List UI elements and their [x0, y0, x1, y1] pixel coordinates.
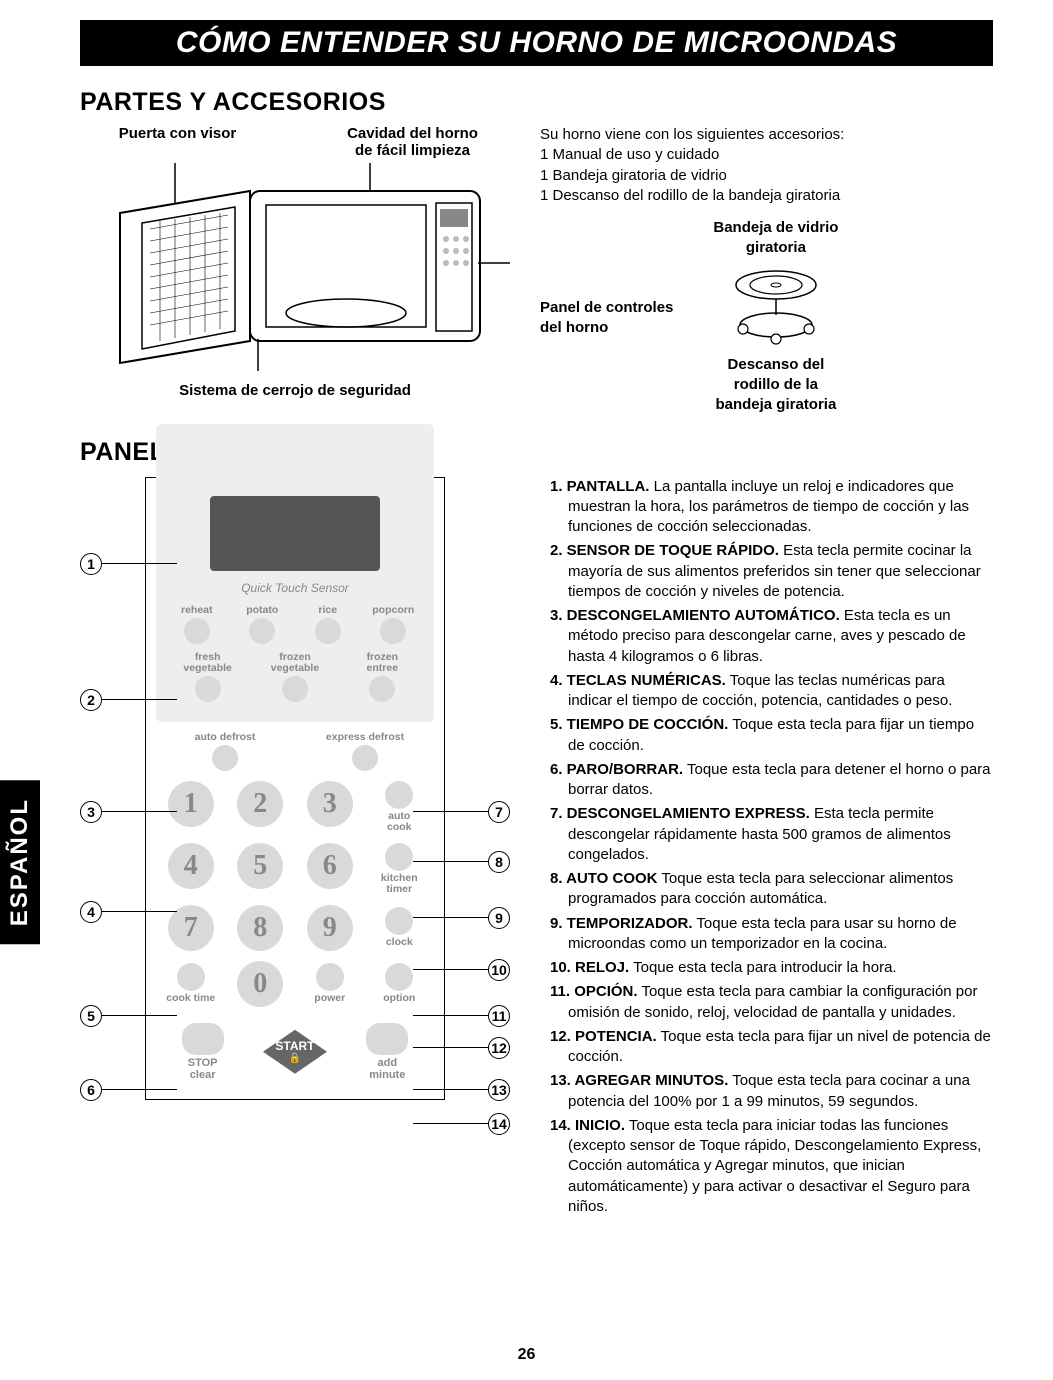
callout-12: 12 [413, 1037, 510, 1059]
desc-item-12: 12. POTENCIA. Toque esta tecla para fija… [550, 1027, 993, 1068]
sensor-key: popcorn [363, 605, 423, 644]
desc-item-2: 2. SENSOR DE TOQUE RÁPIDO. Esta tecla pe… [550, 541, 993, 602]
page-title-banner: CÓMO ENTENDER SU HORNO DE MICROONDAS [80, 20, 993, 66]
desc-item-3: 3. DESCONGELAMIENTO AUTOMÁTICO. Esta tec… [550, 606, 993, 667]
desc-item-11: 11. OPCIÓN. Toque esta tecla para cambia… [550, 982, 993, 1023]
num-key-5: 5 [237, 843, 283, 889]
num-key-8: 8 [237, 905, 283, 951]
callout-11: 11 [413, 1005, 510, 1027]
num-key-6: 6 [307, 843, 353, 889]
desc-item-7: 7. DESCONGELAMIENTO EXPRESS. Esta tecla … [550, 804, 993, 865]
accessory-2: 1 Bandeja giratoria de vidrio [540, 166, 993, 186]
oven-diagram-column: Puerta con visor Cavidad del horno de fá… [80, 125, 510, 416]
num-key-4: 4 [168, 843, 214, 889]
num-key-9: 9 [307, 905, 353, 951]
accessory-3: 1 Descanso del rodillo de la bandeja gir… [540, 186, 993, 206]
num-key-0: 0 [237, 961, 283, 1007]
turntable-block: Bandeja de vidrio giratoria [713, 218, 838, 416]
power-key: power [301, 961, 359, 1007]
microwave-diagram [80, 163, 510, 373]
desc-item-14: 14. INICIO. Toque esta tecla para inicia… [550, 1116, 993, 1217]
desc-item-9: 9. TEMPORIZADOR. Toque esta tecla para u… [550, 914, 993, 955]
desc-item-10: 10. RELOJ. Toque esta tecla para introdu… [550, 958, 993, 978]
defrost-key: express defrost [310, 732, 420, 771]
page-number: 26 [0, 1346, 1053, 1364]
callout-4: 4 [80, 901, 177, 923]
callout-7: 7 [413, 801, 510, 823]
num-key-3: 3 [307, 781, 353, 827]
callout-6: 6 [80, 1079, 177, 1101]
callout-10: 10 [413, 959, 510, 981]
callout-14: 14 [413, 1113, 510, 1135]
controls-descriptions: 1. PANTALLA. La pantalla incluye un relo… [550, 477, 993, 1222]
language-tab: ESPAÑOL [0, 780, 40, 944]
sensor-key: frozenvegetable [265, 652, 325, 702]
stop-clear-key: STOPclear [182, 1023, 224, 1081]
defrost-key: auto defrost [170, 732, 280, 771]
accessories-intro: Su horno viene con los siguientes acceso… [540, 125, 993, 145]
callout-13: 13 [413, 1079, 510, 1101]
callout-8: 8 [413, 851, 510, 873]
callout-9: 9 [413, 907, 510, 929]
sensor-key: frozenentree [352, 652, 412, 702]
label-lock-system: Sistema de cerrojo de seguridad [80, 382, 510, 399]
sensor-key: rice [298, 605, 358, 644]
label-control-panel: Panel de controles del horno [540, 298, 673, 339]
sensor-key: reheat [167, 605, 227, 644]
label-door: Puerta con visor [80, 125, 275, 159]
desc-item-1: 1. PANTALLA. La pantalla incluye un relo… [550, 477, 993, 538]
num-key-2: 2 [237, 781, 283, 827]
add-minute-key: addminute [366, 1023, 408, 1081]
callout-5: 5 [80, 1005, 177, 1027]
control-panel-diagram: Quick Touch Sensor reheatpotatoricepopco… [80, 477, 510, 1100]
panel-display [210, 496, 380, 571]
parts-section: PARTES Y ACCESORIOS Puerta con visor Cav… [80, 88, 993, 416]
callout-1: 1 [80, 553, 177, 575]
cook-time-key: cook time [162, 961, 220, 1007]
callout-3: 3 [80, 801, 177, 823]
desc-item-6: 6. PARO/BORRAR. Toque esta tecla para de… [550, 760, 993, 801]
accessory-1: 1 Manual de uso y cuidado [540, 145, 993, 165]
lock-icon: 🔒 [289, 1053, 301, 1064]
callout-2: 2 [80, 689, 177, 711]
sensor-key: freshvegetable [178, 652, 238, 702]
desc-item-13: 13. AGREGAR MINUTOS. Toque esta tecla pa… [550, 1071, 993, 1112]
panel-frame: Quick Touch Sensor reheatpotatoricepopco… [145, 477, 445, 1100]
turntable-icon [721, 259, 831, 349]
desc-item-4: 4. TECLAS NUMÉRICAS. Toque las teclas nu… [550, 671, 993, 712]
controls-section: PANEL DE CONTROLES Quick Touch Sensor re… [80, 438, 993, 1222]
quick-touch-label: Quick Touch Sensor [164, 581, 426, 595]
sensor-key: potato [232, 605, 292, 644]
desc-item-8: 8. AUTO COOK Toque esta tecla para selec… [550, 869, 993, 910]
desc-item-5: 5. TIEMPO DE COCCIÓN. Toque esta tecla p… [550, 715, 993, 756]
start-key: START 🔒 [263, 1030, 327, 1074]
label-cavity: Cavidad del horno de fácil limpieza [315, 125, 510, 159]
parts-section-title: PARTES Y ACCESORIOS [80, 88, 993, 117]
accessories-column: Su horno viene con los siguientes acceso… [540, 125, 993, 416]
